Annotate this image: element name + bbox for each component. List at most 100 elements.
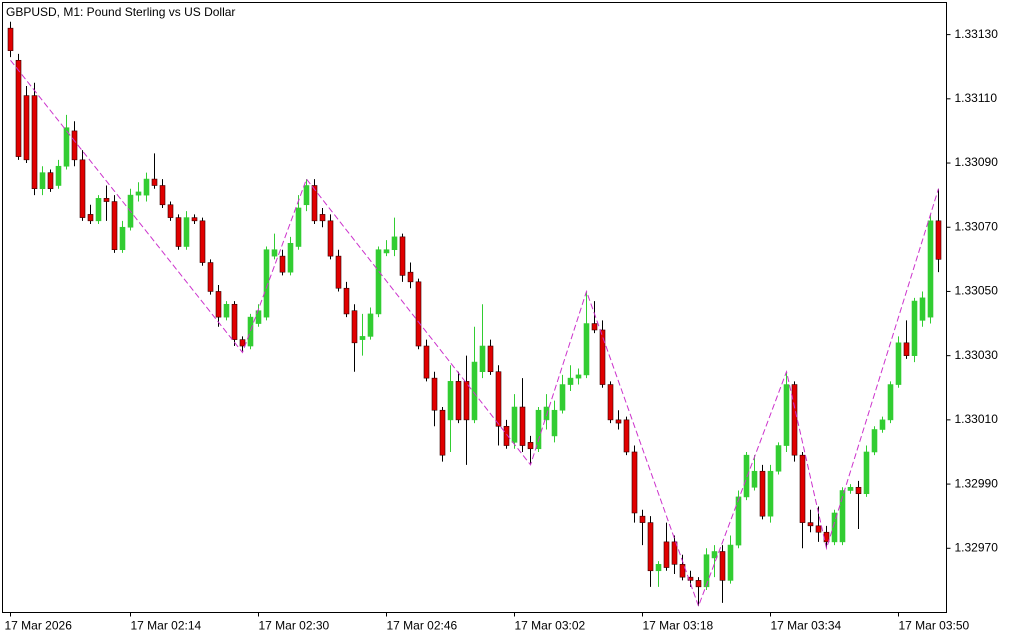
candle-body bbox=[823, 531, 830, 543]
candle-body bbox=[495, 371, 502, 427]
candle-body bbox=[159, 185, 166, 206]
candle-body bbox=[215, 291, 222, 318]
candle-body bbox=[295, 207, 302, 247]
candle-body bbox=[543, 406, 550, 421]
candle-body bbox=[95, 198, 102, 222]
candle-body bbox=[831, 512, 838, 543]
candle-body bbox=[639, 515, 646, 523]
candle-body bbox=[455, 381, 462, 421]
candle-body bbox=[863, 451, 870, 495]
candle-body bbox=[199, 220, 206, 263]
y-tick-label: 1.32970 bbox=[955, 540, 999, 554]
candle-body bbox=[647, 522, 654, 572]
candle-body bbox=[695, 580, 702, 588]
candle-body bbox=[463, 381, 470, 421]
y-tick-label: 1.33030 bbox=[955, 348, 999, 362]
candle-body bbox=[103, 198, 110, 202]
x-tick-label: 17 Mar 2026 bbox=[5, 619, 73, 633]
candle-body bbox=[423, 345, 430, 379]
y-tick-label: 1.33010 bbox=[955, 412, 999, 426]
candle-body bbox=[415, 281, 422, 347]
x-tick-label: 17 Mar 03:02 bbox=[515, 619, 586, 633]
candle-body bbox=[551, 409, 558, 437]
candle-body bbox=[687, 576, 694, 581]
candle-body bbox=[919, 297, 926, 321]
candle-body bbox=[703, 554, 710, 588]
candle-body bbox=[591, 323, 598, 331]
x-tick-label: 17 Mar 03:18 bbox=[643, 619, 714, 633]
candle-body bbox=[247, 316, 254, 347]
candle-body bbox=[775, 445, 782, 472]
candle-body bbox=[239, 339, 246, 347]
candle-body bbox=[607, 384, 614, 421]
candle-body bbox=[143, 178, 150, 196]
candle-body bbox=[535, 409, 542, 450]
candle-body bbox=[903, 342, 910, 356]
candle-body bbox=[783, 384, 790, 446]
candle-body bbox=[207, 262, 214, 292]
candle-body bbox=[935, 220, 942, 260]
candle-body bbox=[175, 217, 182, 247]
candle-body bbox=[679, 564, 686, 578]
y-tick-label: 1.33110 bbox=[955, 91, 998, 105]
y-tick-label: 1.32990 bbox=[955, 476, 999, 490]
candle-body bbox=[271, 249, 278, 257]
candle-body bbox=[623, 419, 630, 453]
candle-body bbox=[15, 59, 22, 157]
candle-body bbox=[719, 551, 726, 581]
candle-body bbox=[287, 242, 294, 273]
candle-body bbox=[583, 323, 590, 376]
candle-body bbox=[359, 336, 366, 340]
candle-body bbox=[183, 217, 190, 247]
candle-body bbox=[799, 454, 806, 523]
candle-body bbox=[727, 544, 734, 581]
candle-body bbox=[751, 470, 758, 488]
y-tick-label: 1.33070 bbox=[955, 219, 999, 233]
candle-body bbox=[279, 255, 286, 273]
candle-body bbox=[479, 345, 486, 373]
plot-frame bbox=[2, 2, 947, 613]
candle-body bbox=[407, 271, 414, 283]
candle-body bbox=[615, 419, 622, 424]
candle-body bbox=[631, 451, 638, 514]
candle-body bbox=[31, 95, 38, 190]
x-tick-label: 17 Mar 02:14 bbox=[131, 619, 202, 633]
candle-body bbox=[519, 406, 526, 446]
x-tick-label: 17 Mar 03:50 bbox=[899, 619, 970, 633]
candle-body bbox=[63, 127, 70, 167]
candle-body bbox=[847, 486, 854, 491]
candle-body bbox=[663, 541, 670, 568]
candle-body bbox=[767, 470, 774, 517]
candle-body bbox=[527, 442, 534, 450]
candle-body bbox=[911, 300, 918, 356]
candle-body bbox=[327, 220, 334, 257]
candle-body bbox=[759, 470, 766, 517]
x-tick-label: 17 Mar 02:30 bbox=[259, 619, 330, 633]
candle-body bbox=[839, 490, 846, 543]
x-tick-label: 17 Mar 02:46 bbox=[387, 619, 458, 633]
candle-body bbox=[927, 220, 934, 318]
candle-body bbox=[111, 201, 118, 251]
candle-body bbox=[743, 454, 750, 498]
candle-body bbox=[151, 178, 158, 186]
candle-body bbox=[471, 361, 478, 421]
zigzag-line bbox=[10, 59, 939, 608]
candle-body bbox=[71, 130, 78, 161]
candle-body bbox=[711, 551, 718, 559]
candle-body bbox=[511, 406, 518, 443]
candle-body bbox=[119, 226, 126, 251]
candle-body bbox=[807, 522, 814, 527]
candle-body bbox=[79, 159, 86, 218]
candle-body bbox=[791, 384, 798, 456]
candle-body bbox=[399, 236, 406, 276]
candle-body bbox=[879, 419, 886, 430]
candle-body bbox=[87, 214, 94, 222]
candle-body bbox=[55, 165, 62, 186]
candle-body bbox=[311, 185, 318, 222]
candle-body bbox=[39, 172, 46, 190]
candle-body bbox=[335, 255, 342, 289]
candle-body bbox=[375, 249, 382, 315]
candle-body bbox=[223, 303, 230, 318]
y-tick-label: 1.33050 bbox=[955, 284, 999, 298]
